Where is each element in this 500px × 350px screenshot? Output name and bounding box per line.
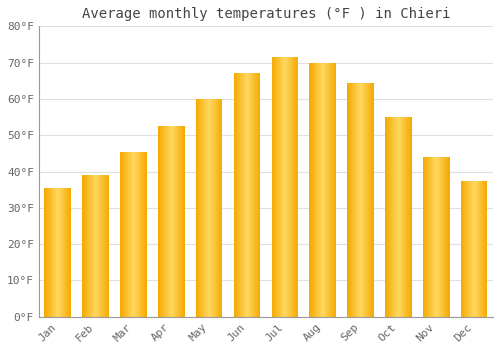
Title: Average monthly temperatures (°F ) in Chieri: Average monthly temperatures (°F ) in Ch… <box>82 7 450 21</box>
